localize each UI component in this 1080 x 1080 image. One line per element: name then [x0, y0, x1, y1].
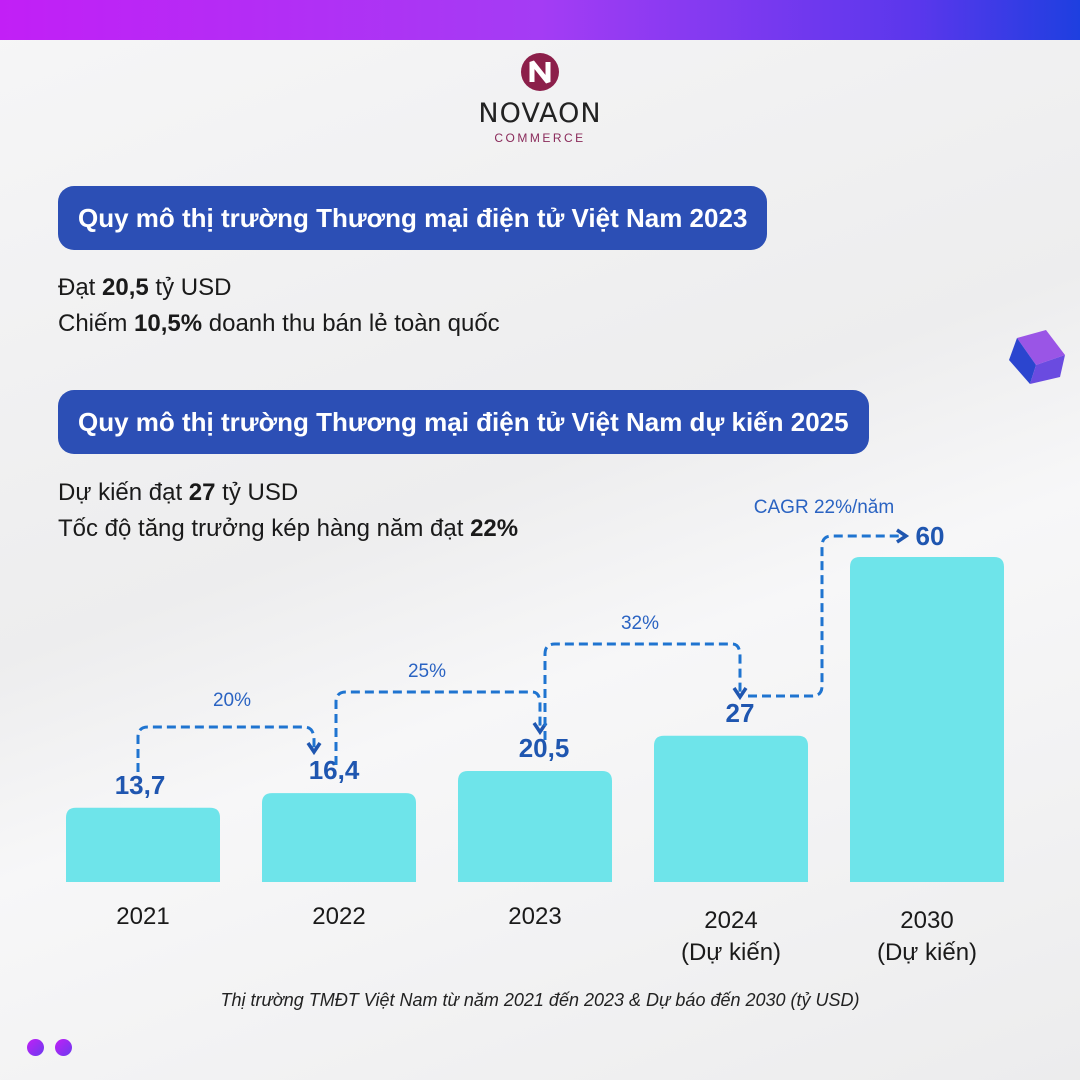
bar	[850, 557, 1004, 882]
section2-line1: Dự kiến đạt 27 tỷ USD	[58, 479, 299, 506]
bar	[654, 735, 808, 882]
category-label: 2024	[704, 907, 757, 934]
arrow-head-icon	[306, 742, 322, 756]
decor-dot	[27, 1039, 44, 1056]
value-label: 60	[916, 521, 945, 551]
category-label: (Dự kiến)	[681, 939, 781, 966]
arrow-head-icon	[896, 528, 910, 544]
arrow-head-icon	[732, 687, 748, 701]
brand-sub: COMMERCE	[494, 131, 586, 145]
value-label: 16,4	[309, 755, 360, 785]
chart-caption: Thị trường TMĐT Việt Nam từ năm 2021 đến…	[220, 990, 860, 1010]
brand-name: NOVAON	[478, 98, 602, 129]
decor-dot	[55, 1039, 72, 1056]
growth-label: 20%	[213, 690, 251, 711]
category-label: 2023	[508, 903, 561, 930]
growth-label: CAGR 22%/năm	[754, 497, 894, 518]
bar	[262, 793, 416, 882]
section2-line2: Tốc độ tăng trưởng kép hàng năm đạt 22%	[58, 515, 519, 542]
section1-line2: Chiếm 10,5% doanh thu bán lẻ toàn quốc	[58, 310, 500, 337]
growth-arrow	[136, 725, 316, 772]
value-label: 27	[726, 698, 755, 728]
section1-title: Quy mô thị trường Thương mại điện tử Việ…	[58, 186, 768, 250]
growth-arrow	[334, 690, 542, 765]
category-label: 2022	[312, 903, 365, 930]
top-gradient-bar	[0, 0, 1080, 40]
novaon-logo-icon	[521, 53, 559, 91]
category-label: 2030	[900, 907, 953, 934]
bar	[458, 770, 612, 882]
brand-logo: NOVAON COMMERCE	[0, 52, 1080, 145]
growth-arrow	[543, 642, 742, 740]
category-label: 2021	[116, 903, 169, 930]
bar	[66, 807, 220, 882]
category-label: (Dự kiến)	[877, 939, 977, 966]
growth-arrow	[748, 534, 900, 698]
value-label: 13,7	[115, 770, 166, 800]
section2-title: Quy mô thị trường Thương mại điện tử Việ…	[58, 390, 869, 454]
section1-line1: Đạt 20,5 tỷ USD	[58, 274, 232, 301]
growth-label: 25%	[408, 661, 446, 682]
growth-label: 32%	[621, 613, 659, 634]
